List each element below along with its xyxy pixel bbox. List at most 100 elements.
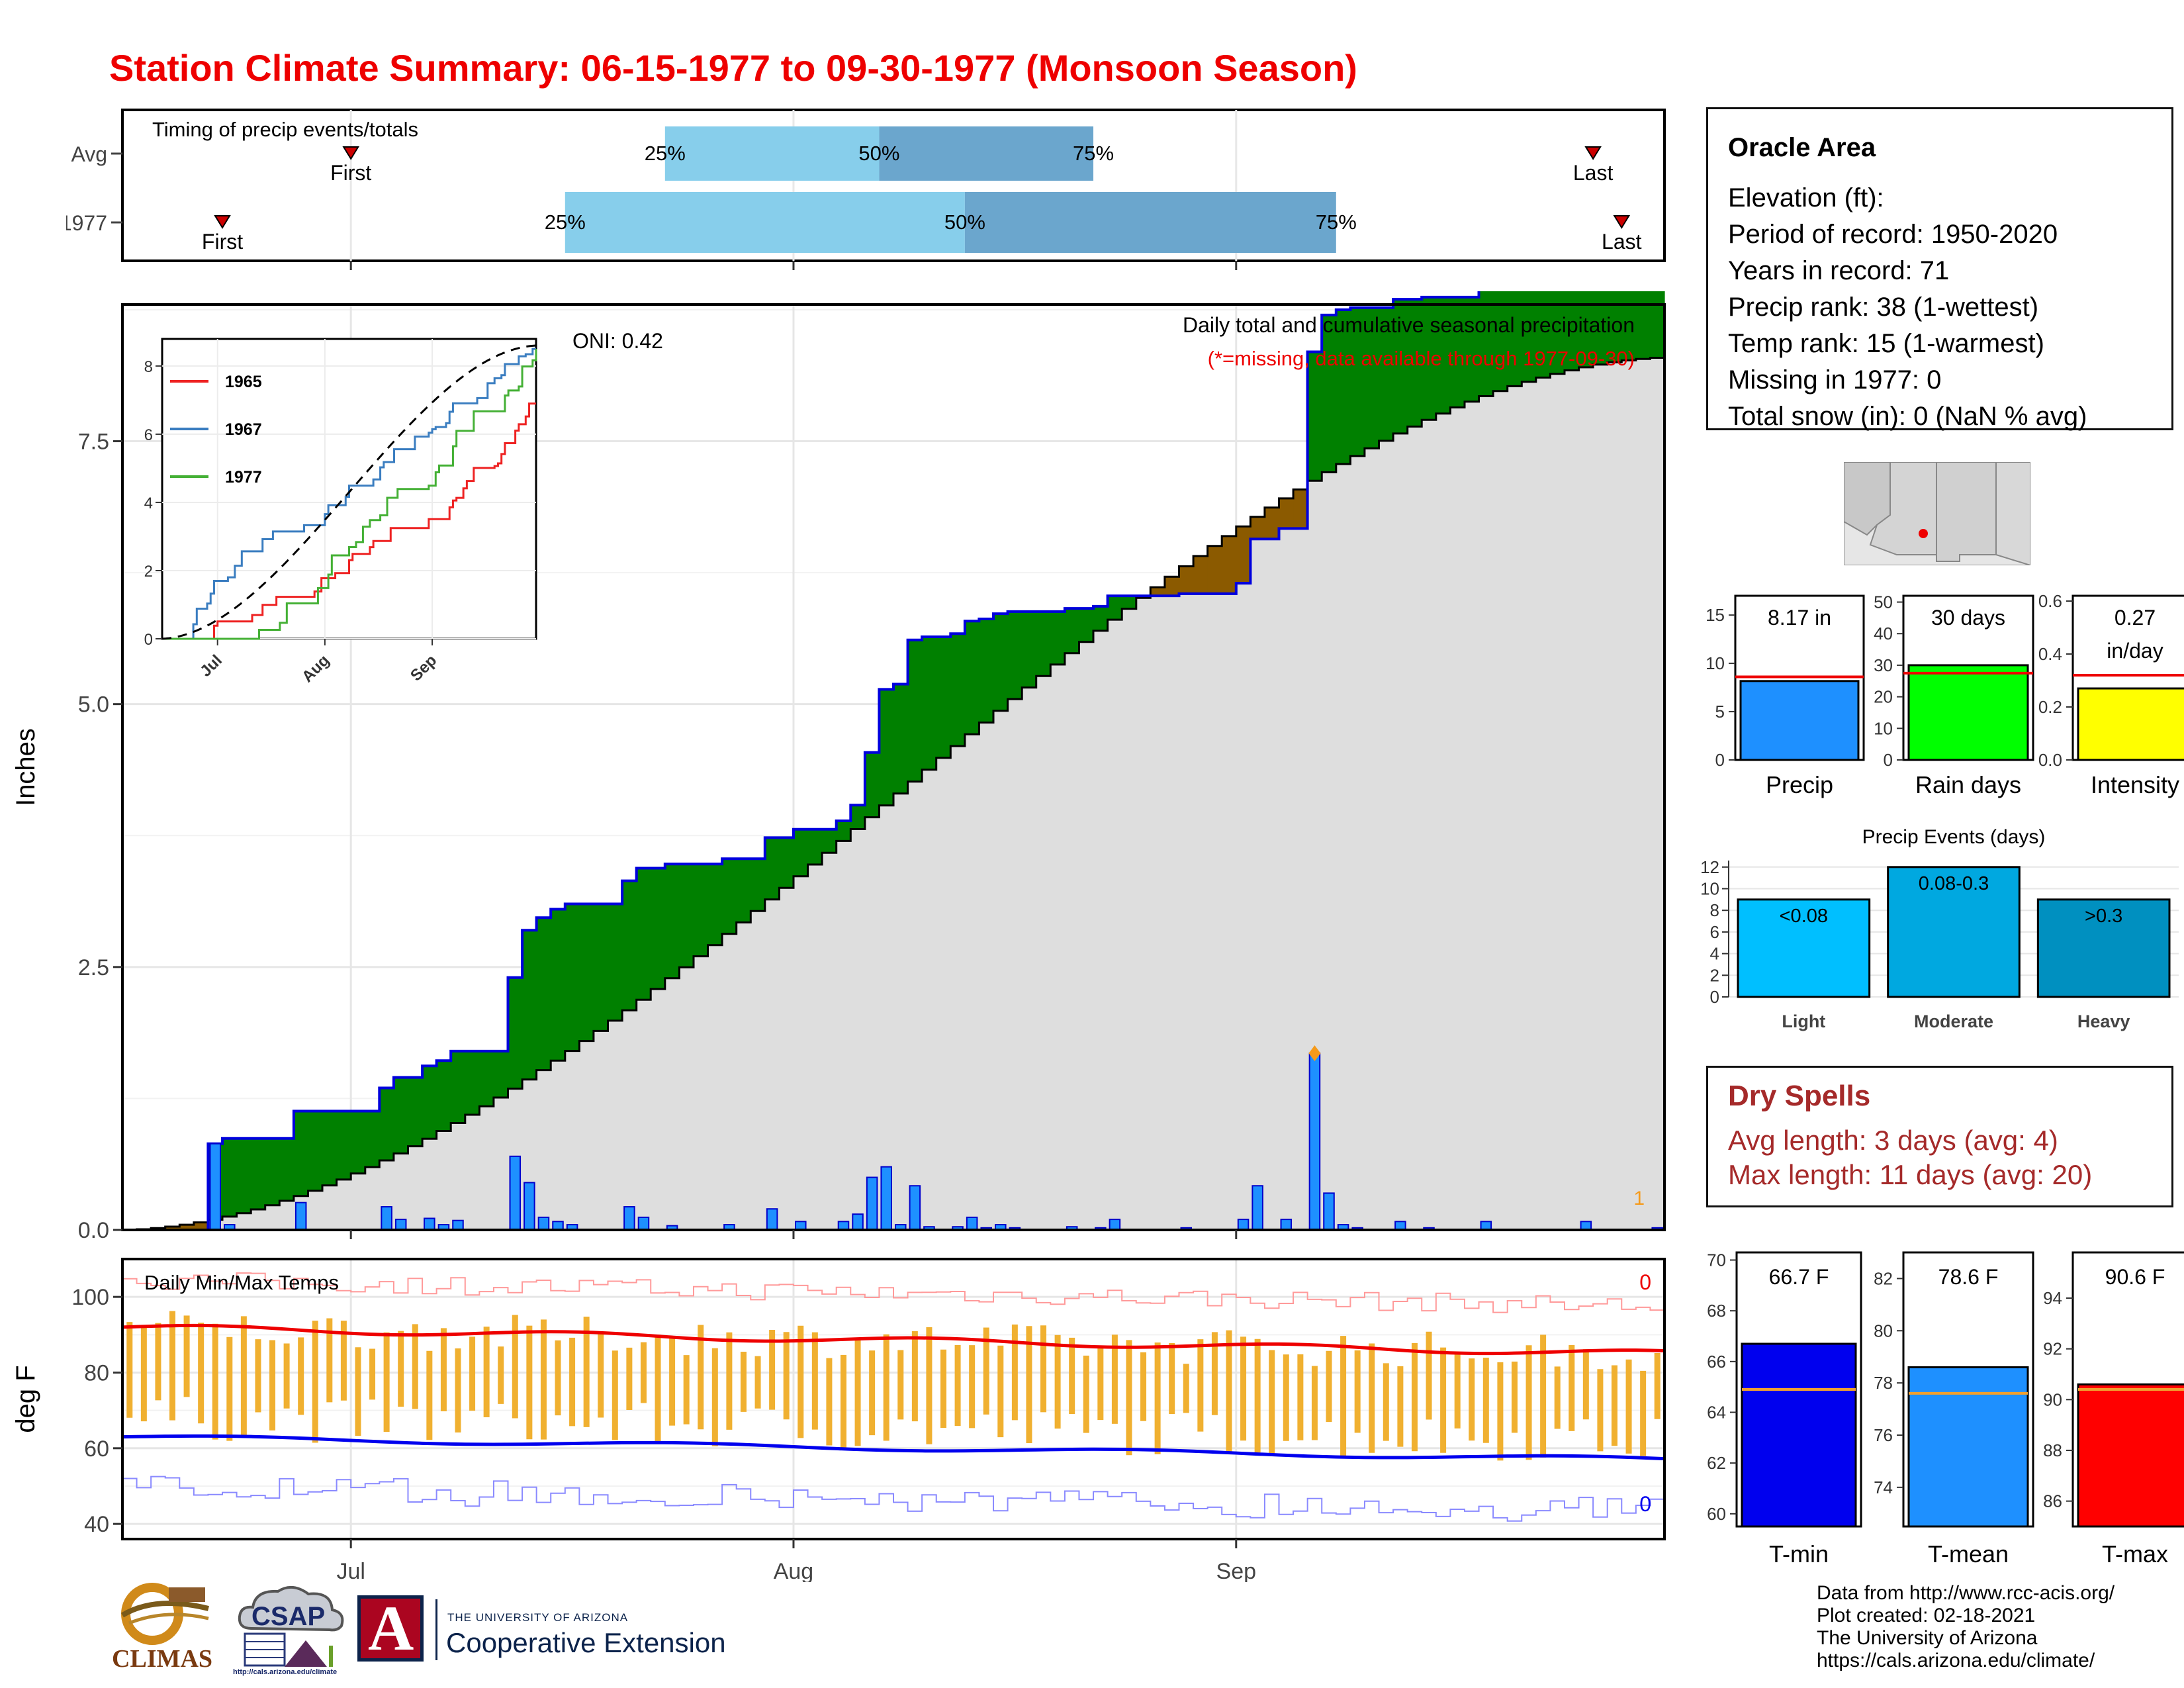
above-average-segment: [1079, 608, 1094, 642]
temp-ytick-label: 40: [84, 1512, 109, 1537]
above-average-segment: [393, 1077, 409, 1154]
daily-precip-bar: [295, 1201, 307, 1231]
timing-first-label: First: [202, 230, 243, 254]
station-period: Period of record: 1950-2020: [1728, 220, 2058, 249]
credits-line4: https://cals.arizona.edu/climate/: [1817, 1650, 2095, 1671]
above-average-segment: [1435, 297, 1451, 414]
main-ytick-label: 7.5: [78, 430, 109, 455]
below-average-segment: [1293, 489, 1308, 529]
above-average-segment: [1593, 291, 1608, 365]
csap-cloud-icon: [238, 1586, 344, 1667]
above-average-segment: [551, 909, 566, 1061]
temp-bar-ytick-label: 64: [1707, 1403, 1726, 1423]
inset-series-line: [162, 402, 536, 640]
above-average-segment: [879, 689, 894, 806]
timing-row-label: 1977: [66, 211, 107, 235]
above-average-segment: [408, 1077, 423, 1147]
daily-precip-bar: [381, 1206, 392, 1231]
temp-bar-ytick-label: 78: [1874, 1373, 1893, 1393]
station-elevation: Elevation (ft):: [1728, 183, 1884, 212]
daily-precip-bar: [880, 1166, 892, 1231]
inset-series-line: [162, 348, 536, 640]
missing-count: 1: [1633, 1188, 1645, 1209]
inset-ytick-label: 0: [144, 631, 153, 649]
above-average-segment: [593, 904, 609, 1031]
main-ytick-label: 0.0: [78, 1218, 109, 1243]
above-average-segment: [1379, 307, 1394, 441]
above-average-segment: [850, 805, 866, 829]
summary-category-label: Intensity: [2091, 771, 2179, 798]
timing-first-marker: [214, 215, 231, 229]
above-average-segment: [1093, 606, 1109, 631]
main-frame: [121, 303, 1666, 1231]
temp-bar-value-label: 66.7 F: [1769, 1265, 1829, 1289]
above-average-segment: [579, 904, 594, 1041]
summary-value-label: 8.17 in: [1768, 606, 1831, 630]
inset-ytick-label: 8: [144, 358, 153, 376]
above-average-segment: [736, 859, 751, 923]
summary-ytick-label: 5: [1715, 702, 1725, 722]
record-high-count: 0: [1639, 1270, 1651, 1294]
above-average-segment: [265, 1138, 280, 1205]
above-average-segment: [822, 829, 837, 853]
temp-summary-bars: 60 62 64 66 68 70 66.7 F T-min 74 76 78 80 82 78.6 F T…: [1707, 1250, 2184, 1568]
credits-line2: Plot created: 02-18-2021: [1817, 1605, 2036, 1626]
timing-quartile-bar-upper: [879, 126, 1094, 181]
timing-q75-label: 75%: [1316, 211, 1357, 234]
credits: Data from http://www.rcc-acis.org/Plot c…: [1817, 1582, 2115, 1672]
precip-events-ytick-label: 4: [1710, 944, 1719, 964]
temp-bar-category-label: T-mean: [1928, 1540, 2009, 1568]
above-average-segment: [1107, 596, 1122, 620]
csap-url: http://cals.arizona.edu/climate: [233, 1668, 338, 1676]
temp-ytick-label: 80: [84, 1360, 109, 1385]
above-average-segment: [522, 930, 537, 1080]
temp-bar-value-label: 90.6 F: [2105, 1265, 2165, 1289]
summary-value-unit: in/day: [2107, 639, 2163, 663]
precip-main-panel: 0.0 2.5 5.0 7.5 Inches Daily total and cumula…: [11, 291, 1666, 1243]
below-average-segment: [1279, 498, 1294, 529]
temp-bar-value: [1741, 1342, 1857, 1528]
timing-last-marker: [1613, 215, 1631, 229]
inset-average-line: [161, 344, 537, 640]
precip-events-bar: [1887, 866, 2021, 998]
above-average-segment: [722, 859, 737, 934]
above-average-segment: [893, 684, 909, 794]
above-average-segment: [1635, 291, 1651, 359]
precip-events-ytick-label: 8: [1710, 900, 1719, 920]
summary-ytick-label: 15: [1706, 605, 1725, 625]
main-ytick-label: 2.5: [78, 955, 109, 980]
daily-precip-bar: [1323, 1192, 1335, 1231]
above-average-segment: [1450, 297, 1465, 408]
max-precip-marker: [1308, 1045, 1321, 1062]
above-average-segment: [1122, 596, 1137, 609]
above-average-segment: [950, 633, 966, 747]
daily-precip-bar: [452, 1219, 464, 1231]
daily-precip-bar: [509, 1155, 522, 1231]
page-title: Station Climate Summary: 06-15-1977 to 0…: [109, 47, 1357, 89]
summary-ytick-label: 0: [1884, 750, 1893, 770]
summary-bars: 0 5 10 15 8.17 in Precip 0 10 20 30 40 50 30 days Rai…: [1706, 591, 2184, 798]
record-high-line: [122, 1272, 1665, 1313]
timing-q50-label: 50%: [944, 211, 985, 234]
daily-precip-bar: [1251, 1185, 1263, 1231]
summary-category-label: Rain days: [1915, 771, 2021, 798]
summary-ytick-label: 20: [1874, 687, 1893, 707]
summary-category-label: Precip: [1766, 771, 1833, 798]
above-average-segment: [508, 977, 523, 1089]
timing-q25-label: 25%: [645, 142, 686, 165]
summary-value-label: 0.27: [2115, 606, 2156, 630]
above-average-segment: [1007, 611, 1023, 700]
precip-events-bar: [1737, 898, 1871, 998]
main-annotation-missing: (*=missing, data available through 1977-…: [1208, 347, 1635, 370]
above-average-segment: [1350, 307, 1365, 456]
dry-spells-box: Dry Spells Avg length: 3 days (avg: 4) M…: [1706, 1066, 2173, 1207]
temp-bar-ytick-label: 66: [1707, 1352, 1726, 1372]
temp-bar-ytick-label: 94: [2043, 1288, 2062, 1308]
temp-ytick-label: 100: [71, 1285, 109, 1310]
above-average-segment: [793, 829, 809, 876]
dry-spells-title: Dry Spells: [1728, 1080, 1871, 1112]
summary-ytick-label: 0.4: [2038, 644, 2062, 664]
inset-legend-label: 1977: [225, 468, 262, 487]
daily-precip-bar: [537, 1216, 550, 1231]
inset-ytick-label: 4: [144, 494, 153, 512]
